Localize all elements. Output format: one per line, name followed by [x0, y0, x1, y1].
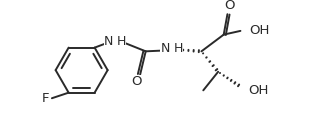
Text: OH: OH — [248, 84, 268, 97]
Text: OH: OH — [250, 24, 270, 37]
Text: H: H — [117, 35, 126, 48]
Text: O: O — [131, 75, 142, 89]
Text: N: N — [161, 42, 170, 55]
Text: F: F — [42, 92, 49, 105]
Text: N: N — [104, 35, 113, 48]
Text: O: O — [224, 0, 235, 12]
Text: H: H — [174, 42, 183, 55]
